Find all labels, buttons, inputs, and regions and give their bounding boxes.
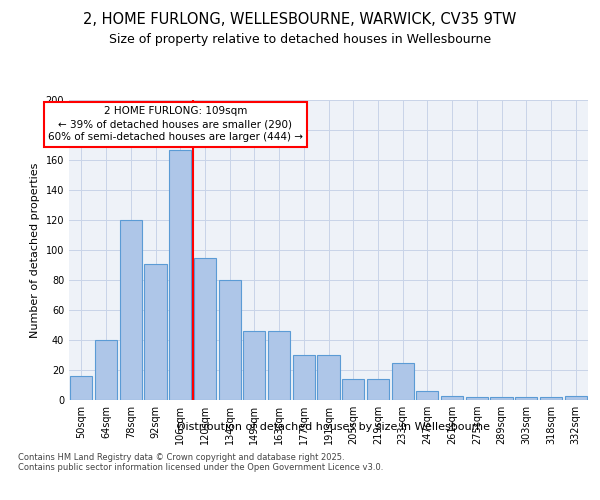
Bar — [490, 397, 512, 400]
Bar — [441, 396, 463, 400]
Bar — [392, 362, 414, 400]
Bar — [515, 397, 538, 400]
Text: 2, HOME FURLONG, WELLESBOURNE, WARWICK, CV35 9TW: 2, HOME FURLONG, WELLESBOURNE, WARWICK, … — [83, 12, 517, 28]
Bar — [119, 220, 142, 400]
Bar — [95, 340, 117, 400]
Bar — [416, 391, 439, 400]
Bar — [540, 397, 562, 400]
Bar — [367, 379, 389, 400]
Bar — [268, 331, 290, 400]
Bar — [565, 396, 587, 400]
Text: 2 HOME FURLONG: 109sqm
← 39% of detached houses are smaller (290)
60% of semi-de: 2 HOME FURLONG: 109sqm ← 39% of detached… — [48, 106, 303, 142]
Bar — [70, 376, 92, 400]
Text: Distribution of detached houses by size in Wellesbourne: Distribution of detached houses by size … — [176, 422, 490, 432]
Y-axis label: Number of detached properties: Number of detached properties — [30, 162, 40, 338]
Bar — [293, 355, 315, 400]
Bar — [145, 264, 167, 400]
Text: Contains HM Land Registry data © Crown copyright and database right 2025.
Contai: Contains HM Land Registry data © Crown c… — [18, 452, 383, 472]
Bar — [194, 258, 216, 400]
Bar — [169, 150, 191, 400]
Bar — [218, 280, 241, 400]
Bar — [466, 397, 488, 400]
Bar — [342, 379, 364, 400]
Text: Size of property relative to detached houses in Wellesbourne: Size of property relative to detached ho… — [109, 32, 491, 46]
Bar — [317, 355, 340, 400]
Bar — [243, 331, 265, 400]
